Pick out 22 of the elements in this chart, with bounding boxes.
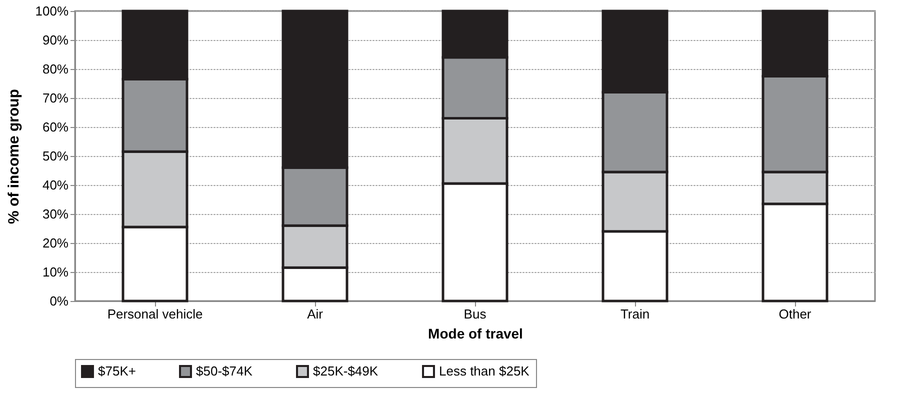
legend-label: $25K-$49K (313, 364, 378, 379)
y-tick-label: 60% (42, 120, 69, 134)
y-tick-label: 40% (42, 178, 69, 192)
y-tick-label: 0% (50, 294, 69, 308)
legend-label: $50-$74K (196, 364, 253, 379)
x-tick-label: Air (307, 306, 324, 322)
x-tick-label: Other (778, 306, 812, 322)
y-tick-label: 30% (42, 206, 69, 222)
y-axis-title: % of income group (5, 89, 22, 224)
x-tick-label: Bus (464, 306, 487, 322)
x-tick-label: Personal vehicle (107, 306, 203, 322)
y-tick-label: 70% (42, 90, 69, 106)
y-tick-label: 50% (42, 148, 69, 164)
y-tick-label: 80% (42, 62, 69, 76)
y-tick-label: 90% (42, 32, 69, 48)
x-tick-label: Train (620, 306, 650, 322)
x-axis-title: Mode of travel (428, 326, 523, 342)
legend-label: $75K+ (98, 364, 136, 379)
legend-label: Less than $25K (439, 364, 530, 379)
y-tick-label: 20% (42, 236, 69, 250)
y-tick-label: 10% (42, 264, 69, 280)
y-tick-label: 100% (35, 4, 69, 18)
